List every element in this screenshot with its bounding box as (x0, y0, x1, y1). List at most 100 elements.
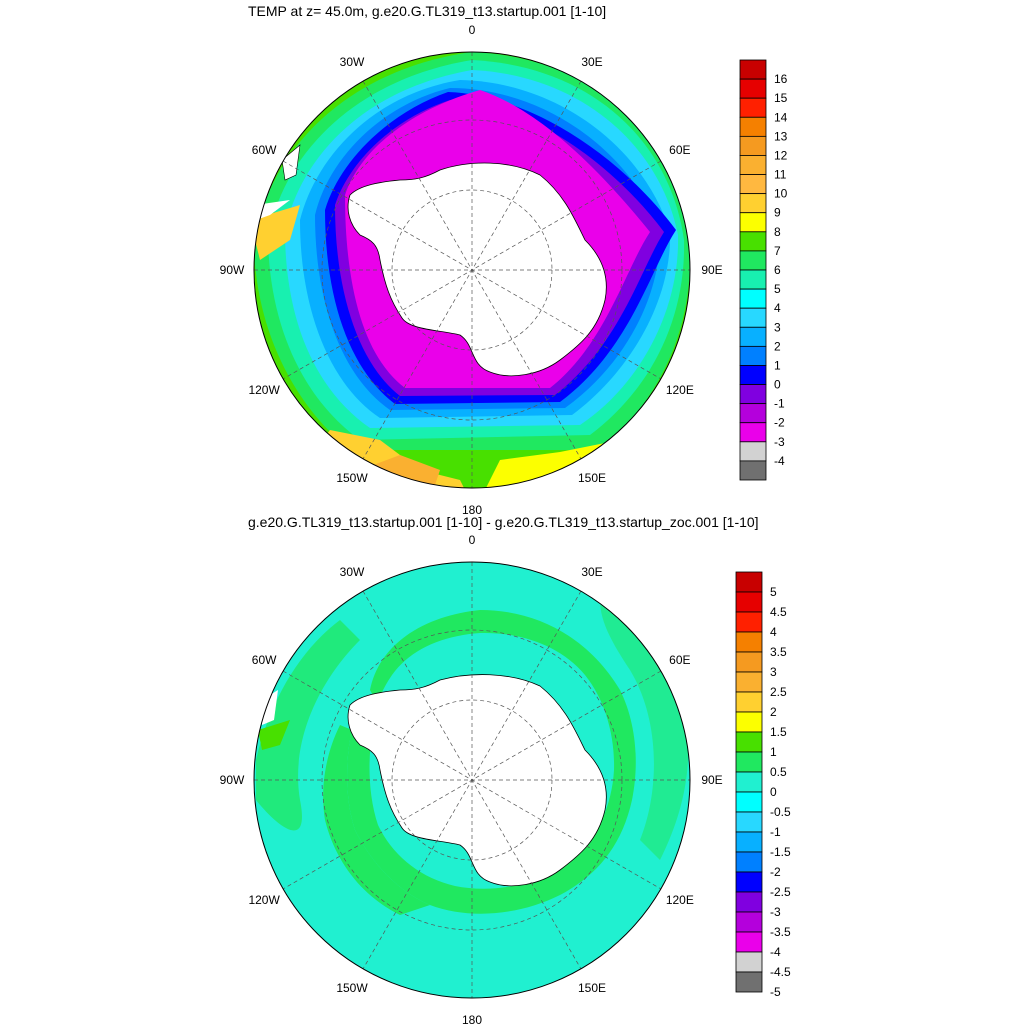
colorbar-swatch (739, 307, 767, 328)
bottom-polar-map: 5 4.5 4 3.5 3 2.5 2 1.5 1 0.5 0 -0.5 -1 -1.5 -2 -2.5 -3 -… (253, 561, 791, 999)
colorbar-swatch (739, 174, 767, 195)
colorbar-swatch (735, 911, 763, 933)
colorbar-label: 6 (774, 263, 781, 277)
colorbar-label: 12 (774, 148, 788, 162)
longitude-label: 120W (248, 383, 280, 397)
longitude-label: 0 (468, 533, 476, 547)
colorbar-swatch (735, 931, 763, 953)
colorbar-label: -0.5 (770, 805, 791, 819)
colorbar-swatch (735, 951, 763, 973)
colorbar-label: -1 (770, 825, 781, 839)
longitude-label: 150W (336, 470, 368, 485)
colorbar-label: 1 (774, 358, 781, 372)
colorbar-label: 4 (774, 301, 781, 315)
colorbar-swatch (739, 441, 767, 462)
longitude-label: 60E (669, 653, 691, 667)
colorbar-swatch (735, 811, 763, 833)
colorbar-swatch (739, 326, 767, 347)
colorbar-label: -5 (770, 985, 781, 999)
colorbar-label: 10 (774, 187, 788, 201)
colorbar-label: 9 (774, 206, 781, 220)
colorbar-label: 11 (774, 168, 787, 182)
colorbar-label: -2 (770, 865, 781, 879)
colorbar-swatch (739, 422, 767, 443)
colorbar-swatch (739, 403, 767, 424)
colorbar-swatch (739, 231, 767, 252)
colorbar-swatch (735, 691, 763, 713)
colorbar-swatch (739, 135, 767, 156)
colorbar-swatch (735, 771, 763, 793)
colorbar-label: 5 (770, 585, 777, 599)
longitude-label: 90E (701, 263, 723, 277)
colorbar-swatch (739, 116, 767, 137)
longitude-label: 30E (581, 565, 603, 580)
colorbar-label: 2 (770, 705, 777, 719)
colorbar-label: 13 (774, 129, 788, 143)
colorbar-label: 1 (770, 745, 777, 759)
colorbar-label: -4.5 (770, 965, 791, 979)
longitude-label: 150E (577, 980, 607, 995)
colorbar-swatch (735, 791, 763, 813)
colorbar-swatch (739, 460, 767, 481)
colorbar-swatch (735, 591, 763, 613)
colorbar-label: -1 (774, 397, 785, 411)
colorbar-label: 3 (770, 665, 777, 679)
colorbar-label: -3 (770, 905, 781, 919)
colorbar-swatch (735, 571, 763, 593)
colorbar-label: -4 (774, 454, 785, 468)
colorbar-swatch (739, 193, 767, 214)
colorbar-label: 2 (774, 339, 781, 353)
colorbar-label: -3.5 (770, 925, 791, 939)
colorbar-swatch (735, 871, 763, 893)
colorbar-swatch (735, 731, 763, 753)
colorbar-swatch (739, 97, 767, 118)
colorbar-swatch (739, 59, 767, 80)
colorbar-label: 0.5 (770, 765, 787, 779)
bottom-colorbar: 5 4.5 4 3.5 3 2.5 2 1.5 1 0.5 0 -0.5 -1 -1.5 -2 -2.5 -3 -… (735, 571, 791, 999)
longitude-label: 30E (581, 55, 603, 70)
colorbar-swatch (735, 651, 763, 673)
longitude-label: 60W (251, 653, 277, 667)
colorbar-label: 1.5 (770, 725, 787, 739)
colorbar-swatch (735, 671, 763, 693)
colorbar-swatch (735, 831, 763, 853)
colorbar-label: 8 (774, 225, 781, 239)
colorbar-label: -2 (774, 416, 785, 430)
colorbar-label: 14 (774, 110, 788, 124)
colorbar-swatch (739, 269, 767, 290)
longitude-label: 150W (336, 980, 368, 995)
colorbar-label: -4 (770, 945, 781, 959)
colorbar-swatch (739, 384, 767, 405)
colorbar-label: 16 (774, 72, 788, 86)
colorbar-label: -1.5 (770, 845, 791, 859)
longitude-label: 120E (665, 383, 694, 397)
top-graticule (254, 52, 690, 488)
longitude-label: 60W (251, 143, 277, 157)
colorbar-swatch (739, 345, 767, 366)
longitude-label: 90W (219, 773, 245, 787)
longitude-label: 60E (669, 143, 691, 157)
bottom-map-border (253, 561, 691, 999)
longitude-label: 180 (461, 1013, 483, 1027)
colorbar-label: 2.5 (770, 685, 787, 699)
top-map-border (253, 51, 691, 489)
colorbar-swatch (735, 611, 763, 633)
longitude-label: 120W (248, 893, 280, 907)
longitude-label: 180 (461, 503, 483, 517)
bottom-map-title: g.e20.G.TL319_t13.startup.001 [1-10] - g… (248, 514, 759, 530)
colorbar-swatch (739, 288, 767, 309)
colorbar-label: 7 (774, 244, 781, 258)
longitude-label: 30W (339, 55, 365, 70)
colorbar-swatch (735, 751, 763, 773)
colorbar-label: -3 (774, 435, 785, 449)
longitude-label: 150E (577, 470, 607, 485)
longitude-label: 120E (665, 893, 694, 907)
bottom-graticule (254, 562, 690, 998)
top-map-title: TEMP at z= 45.0m, g.e20.G.TL319_t13.star… (248, 3, 607, 19)
colorbar-label: 0 (774, 378, 781, 392)
top-map-field (254, 52, 690, 488)
colorbar-label: 3 (774, 320, 781, 334)
colorbar-label: 4.5 (770, 605, 787, 619)
